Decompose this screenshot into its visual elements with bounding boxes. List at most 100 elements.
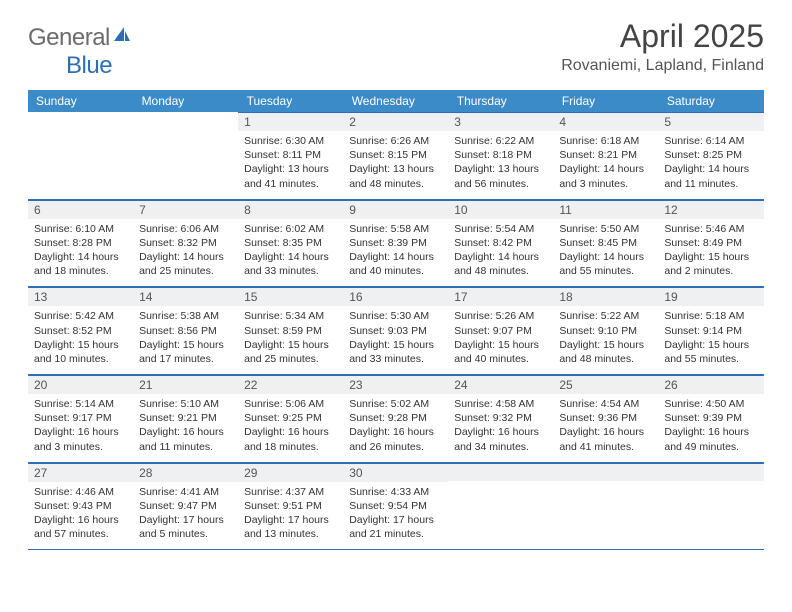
day-number: 12 — [658, 200, 763, 219]
day-content: Sunrise: 5:58 AMSunset: 8:39 PMDaylight:… — [343, 219, 448, 287]
calendar-cell — [553, 462, 658, 550]
day-number: 22 — [238, 375, 343, 394]
day-number: 29 — [238, 463, 343, 482]
day-content: Sunrise: 5:34 AMSunset: 8:59 PMDaylight:… — [238, 306, 343, 374]
calendar-cell: 4Sunrise: 6:18 AMSunset: 8:21 PMDaylight… — [553, 112, 658, 199]
calendar-cell — [658, 462, 763, 550]
calendar-cell: 2Sunrise: 6:26 AMSunset: 8:15 PMDaylight… — [343, 112, 448, 199]
day-number: 2 — [343, 112, 448, 131]
day-number: 16 — [343, 287, 448, 306]
weekday-header: Wednesday — [343, 90, 448, 112]
day-content: Sunrise: 6:26 AMSunset: 8:15 PMDaylight:… — [343, 131, 448, 199]
day-content: Sunrise: 5:50 AMSunset: 8:45 PMDaylight:… — [553, 219, 658, 287]
day-number: 8 — [238, 200, 343, 219]
day-number: 30 — [343, 463, 448, 482]
day-number: 5 — [658, 112, 763, 131]
day-content: Sunrise: 4:54 AMSunset: 9:36 PMDaylight:… — [553, 394, 658, 462]
day-content: Sunrise: 4:33 AMSunset: 9:54 PMDaylight:… — [343, 482, 448, 550]
calendar-table: SundayMondayTuesdayWednesdayThursdayFrid… — [28, 90, 764, 550]
calendar-cell: 26Sunrise: 4:50 AMSunset: 9:39 PMDayligh… — [658, 375, 763, 463]
calendar-cell: 10Sunrise: 5:54 AMSunset: 8:42 PMDayligh… — [448, 199, 553, 287]
logo: GeneralBlue — [28, 18, 132, 80]
day-number: 3 — [448, 112, 553, 131]
day-number: 7 — [133, 200, 238, 219]
day-content: Sunrise: 6:02 AMSunset: 8:35 PMDaylight:… — [238, 219, 343, 287]
day-number: 20 — [28, 375, 133, 394]
day-number: 18 — [553, 287, 658, 306]
calendar-cell: 20Sunrise: 5:14 AMSunset: 9:17 PMDayligh… — [28, 375, 133, 463]
day-content: Sunrise: 5:38 AMSunset: 8:56 PMDaylight:… — [133, 306, 238, 374]
weekday-header: Saturday — [658, 90, 763, 112]
day-content: Sunrise: 5:42 AMSunset: 8:52 PMDaylight:… — [28, 306, 133, 374]
day-content: Sunrise: 5:18 AMSunset: 9:14 PMDaylight:… — [658, 306, 763, 374]
day-content: Sunrise: 4:58 AMSunset: 9:32 PMDaylight:… — [448, 394, 553, 462]
day-number: 9 — [343, 200, 448, 219]
day-number: 14 — [133, 287, 238, 306]
calendar-cell: 28Sunrise: 4:41 AMSunset: 9:47 PMDayligh… — [133, 462, 238, 550]
day-content: Sunrise: 6:10 AMSunset: 8:28 PMDaylight:… — [28, 219, 133, 287]
weekday-header: Monday — [133, 90, 238, 112]
day-content: Sunrise: 4:37 AMSunset: 9:51 PMDaylight:… — [238, 482, 343, 550]
calendar-cell: 23Sunrise: 5:02 AMSunset: 9:28 PMDayligh… — [343, 375, 448, 463]
day-content: Sunrise: 5:26 AMSunset: 9:07 PMDaylight:… — [448, 306, 553, 374]
calendar-cell — [28, 112, 133, 199]
day-content: Sunrise: 4:46 AMSunset: 9:43 PMDaylight:… — [28, 482, 133, 550]
calendar-cell: 25Sunrise: 4:54 AMSunset: 9:36 PMDayligh… — [553, 375, 658, 463]
day-number: 6 — [28, 200, 133, 219]
day-number: 13 — [28, 287, 133, 306]
calendar-head: SundayMondayTuesdayWednesdayThursdayFrid… — [28, 90, 764, 112]
calendar-cell: 6Sunrise: 6:10 AMSunset: 8:28 PMDaylight… — [28, 199, 133, 287]
day-number: 11 — [553, 200, 658, 219]
day-content: Sunrise: 5:10 AMSunset: 9:21 PMDaylight:… — [133, 394, 238, 462]
day-number: 24 — [448, 375, 553, 394]
day-number: 28 — [133, 463, 238, 482]
calendar-cell: 5Sunrise: 6:14 AMSunset: 8:25 PMDaylight… — [658, 112, 763, 199]
calendar-cell: 9Sunrise: 5:58 AMSunset: 8:39 PMDaylight… — [343, 199, 448, 287]
day-content: Sunrise: 4:50 AMSunset: 9:39 PMDaylight:… — [658, 394, 763, 462]
calendar-cell: 17Sunrise: 5:26 AMSunset: 9:07 PMDayligh… — [448, 287, 553, 375]
day-content: Sunrise: 4:41 AMSunset: 9:47 PMDaylight:… — [133, 482, 238, 550]
day-content: Sunrise: 5:54 AMSunset: 8:42 PMDaylight:… — [448, 219, 553, 287]
logo-text-2: Blue — [66, 52, 112, 79]
month-title: April 2025 — [561, 18, 764, 55]
day-number: 23 — [343, 375, 448, 394]
calendar-cell: 1Sunrise: 6:30 AMSunset: 8:11 PMDaylight… — [238, 112, 343, 199]
calendar-cell: 16Sunrise: 5:30 AMSunset: 9:03 PMDayligh… — [343, 287, 448, 375]
header: GeneralBlue April 2025 Rovaniemi, Laplan… — [28, 18, 764, 80]
calendar-body: 1Sunrise: 6:30 AMSunset: 8:11 PMDaylight… — [28, 112, 764, 550]
day-content: Sunrise: 5:02 AMSunset: 9:28 PMDaylight:… — [343, 394, 448, 462]
weekday-header: Sunday — [28, 90, 133, 112]
day-number: 17 — [448, 287, 553, 306]
calendar-cell: 12Sunrise: 5:46 AMSunset: 8:49 PMDayligh… — [658, 199, 763, 287]
weekday-header: Tuesday — [238, 90, 343, 112]
calendar-cell: 13Sunrise: 5:42 AMSunset: 8:52 PMDayligh… — [28, 287, 133, 375]
calendar-cell: 27Sunrise: 4:46 AMSunset: 9:43 PMDayligh… — [28, 462, 133, 550]
day-content: Sunrise: 6:14 AMSunset: 8:25 PMDaylight:… — [658, 131, 763, 199]
day-content: Sunrise: 5:46 AMSunset: 8:49 PMDaylight:… — [658, 219, 763, 287]
calendar-cell: 30Sunrise: 4:33 AMSunset: 9:54 PMDayligh… — [343, 462, 448, 550]
calendar-cell: 11Sunrise: 5:50 AMSunset: 8:45 PMDayligh… — [553, 199, 658, 287]
day-number: 25 — [553, 375, 658, 394]
calendar-cell: 22Sunrise: 5:06 AMSunset: 9:25 PMDayligh… — [238, 375, 343, 463]
calendar-cell: 19Sunrise: 5:18 AMSunset: 9:14 PMDayligh… — [658, 287, 763, 375]
logo-text: GeneralBlue — [28, 24, 132, 80]
day-number: 19 — [658, 287, 763, 306]
calendar-cell: 21Sunrise: 5:10 AMSunset: 9:21 PMDayligh… — [133, 375, 238, 463]
day-content: Sunrise: 6:22 AMSunset: 8:18 PMDaylight:… — [448, 131, 553, 199]
calendar-cell: 15Sunrise: 5:34 AMSunset: 8:59 PMDayligh… — [238, 287, 343, 375]
day-number: 10 — [448, 200, 553, 219]
day-content: Sunrise: 5:30 AMSunset: 9:03 PMDaylight:… — [343, 306, 448, 374]
calendar-page: GeneralBlue April 2025 Rovaniemi, Laplan… — [0, 0, 792, 550]
calendar-cell: 3Sunrise: 6:22 AMSunset: 8:18 PMDaylight… — [448, 112, 553, 199]
day-number: 21 — [133, 375, 238, 394]
logo-text-1: General — [28, 24, 110, 51]
day-content: Sunrise: 5:22 AMSunset: 9:10 PMDaylight:… — [553, 306, 658, 374]
sail-icon — [112, 25, 132, 43]
calendar-cell: 18Sunrise: 5:22 AMSunset: 9:10 PMDayligh… — [553, 287, 658, 375]
calendar-cell: 14Sunrise: 5:38 AMSunset: 8:56 PMDayligh… — [133, 287, 238, 375]
day-number: 15 — [238, 287, 343, 306]
calendar-cell — [133, 112, 238, 199]
title-block: April 2025 Rovaniemi, Lapland, Finland — [561, 18, 764, 75]
day-content: Sunrise: 5:14 AMSunset: 9:17 PMDaylight:… — [28, 394, 133, 462]
day-number: 4 — [553, 112, 658, 131]
